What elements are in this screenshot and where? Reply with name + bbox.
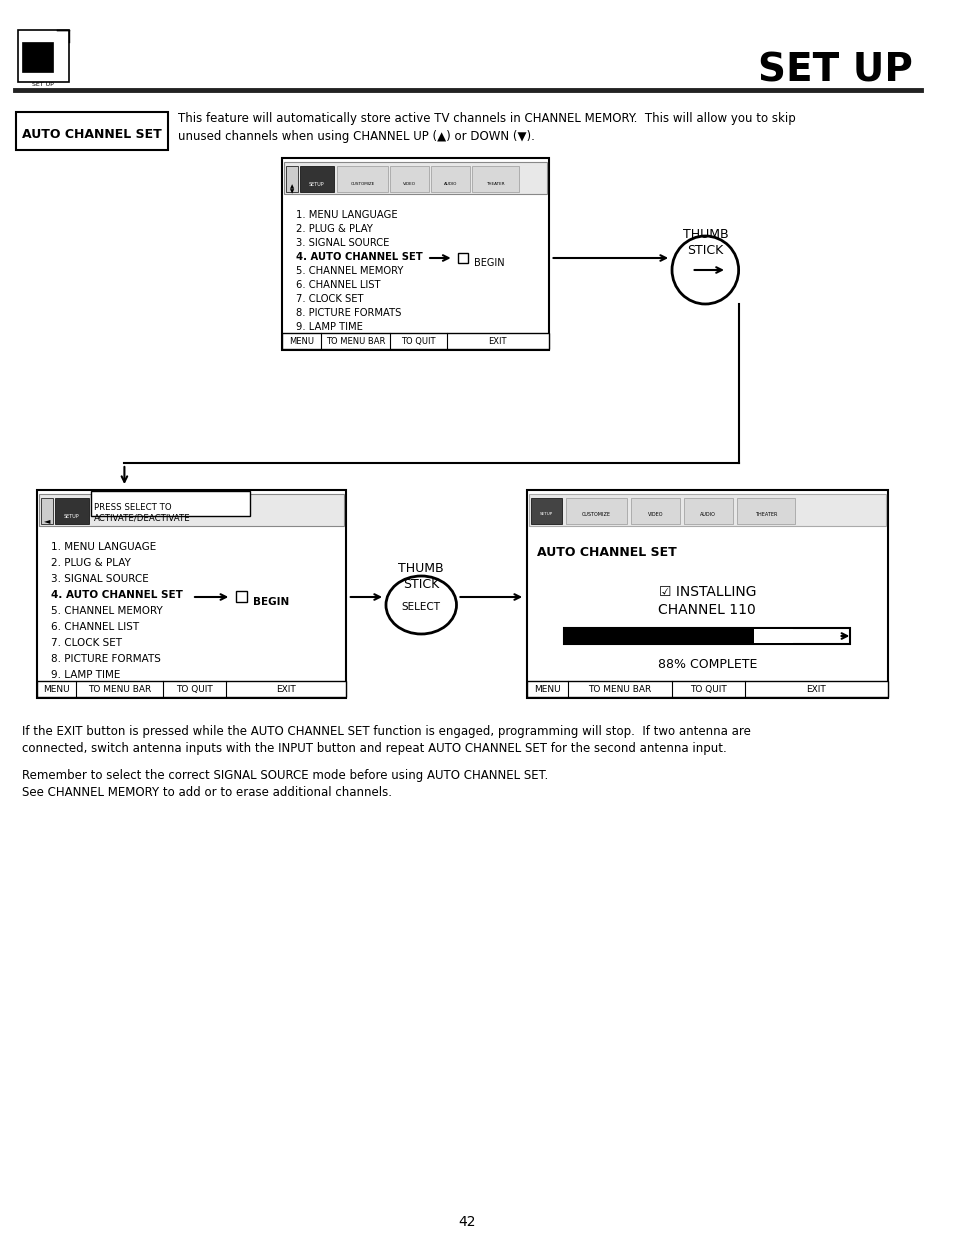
Text: EXIT: EXIT <box>488 337 506 346</box>
Text: If the EXIT button is pressed while the AUTO CHANNEL SET function is engaged, pr: If the EXIT button is pressed while the … <box>22 725 750 739</box>
Text: SETUP: SETUP <box>539 513 553 516</box>
Text: 6. CHANNEL LIST: 6. CHANNEL LIST <box>51 622 139 632</box>
Text: 5. CHANNEL MEMORY: 5. CHANNEL MEMORY <box>295 266 403 275</box>
Text: EXIT: EXIT <box>805 685 825 694</box>
FancyBboxPatch shape <box>37 680 345 697</box>
Text: 4. AUTO CHANNEL SET: 4. AUTO CHANNEL SET <box>51 590 183 600</box>
Text: 8. PICTURE FORMATS: 8. PICTURE FORMATS <box>295 308 401 317</box>
FancyBboxPatch shape <box>458 253 468 263</box>
Text: ☑ INSTALLING: ☑ INSTALLING <box>658 585 755 599</box>
Text: MENU: MENU <box>534 685 560 694</box>
Text: VIDEO: VIDEO <box>647 513 662 517</box>
Text: TO QUIT: TO QUIT <box>689 685 726 694</box>
Text: 4. AUTO CHANNEL SET: 4. AUTO CHANNEL SET <box>295 252 422 262</box>
Text: VIDEO: VIDEO <box>402 182 416 186</box>
Text: connected, switch antenna inputs with the INPUT button and repeat AUTO CHANNEL S: connected, switch antenna inputs with th… <box>22 742 725 755</box>
Text: SET UP: SET UP <box>32 82 54 86</box>
Text: CUSTOMIZE: CUSTOMIZE <box>350 182 375 186</box>
Text: 9. LAMP TIME: 9. LAMP TIME <box>51 671 120 680</box>
Text: 42: 42 <box>458 1215 476 1229</box>
Text: See CHANNEL MEMORY to add or to erase additional channels.: See CHANNEL MEMORY to add or to erase ad… <box>22 785 391 799</box>
FancyBboxPatch shape <box>528 494 884 526</box>
FancyBboxPatch shape <box>235 592 247 601</box>
FancyBboxPatch shape <box>22 42 52 72</box>
Text: This feature will automatically store active TV channels in CHANNEL MEMORY.  Thi: This feature will automatically store ac… <box>178 112 795 125</box>
Text: MENU: MENU <box>44 685 71 694</box>
Text: SETUP: SETUP <box>308 182 324 186</box>
Text: TO MENU BAR: TO MENU BAR <box>588 685 651 694</box>
Text: EXIT: EXIT <box>275 685 295 694</box>
Text: THEATER: THEATER <box>486 182 504 186</box>
FancyBboxPatch shape <box>736 498 795 524</box>
FancyBboxPatch shape <box>282 333 548 350</box>
Text: MENU: MENU <box>289 337 314 346</box>
FancyBboxPatch shape <box>282 158 548 350</box>
Text: unused channels when using CHANNEL UP (▲) or DOWN (▼).: unused channels when using CHANNEL UP (▲… <box>178 130 535 143</box>
Text: CHANNEL 110: CHANNEL 110 <box>658 603 756 618</box>
Text: SELECT: SELECT <box>401 601 440 613</box>
FancyBboxPatch shape <box>336 165 388 191</box>
FancyBboxPatch shape <box>472 165 518 191</box>
Text: AUDIO: AUDIO <box>443 182 456 186</box>
Text: THUMB
STICK: THUMB STICK <box>398 562 443 592</box>
Text: 2. PLUG & PLAY: 2. PLUG & PLAY <box>51 558 131 568</box>
FancyBboxPatch shape <box>531 498 561 524</box>
Text: TO QUIT: TO QUIT <box>400 337 436 346</box>
FancyBboxPatch shape <box>286 165 297 191</box>
Text: ◄: ◄ <box>44 516 51 525</box>
FancyBboxPatch shape <box>564 629 793 643</box>
Text: AUTO CHANNEL SET: AUTO CHANNEL SET <box>22 128 162 141</box>
Text: 5. CHANNEL MEMORY: 5. CHANNEL MEMORY <box>51 606 163 616</box>
Text: AUDIO: AUDIO <box>700 513 716 517</box>
Text: AUTO CHANNEL SET: AUTO CHANNEL SET <box>537 546 676 559</box>
Text: TO MENU BAR: TO MENU BAR <box>326 337 385 346</box>
FancyBboxPatch shape <box>526 680 886 697</box>
Text: CUSTOMIZE: CUSTOMIZE <box>581 513 611 517</box>
Text: 7. CLOCK SET: 7. CLOCK SET <box>51 638 122 648</box>
FancyBboxPatch shape <box>39 494 343 526</box>
FancyBboxPatch shape <box>683 498 732 524</box>
Text: ▲
▼: ▲ ▼ <box>290 184 294 194</box>
Text: BEGIN: BEGIN <box>253 597 289 606</box>
Text: Remember to select the correct SIGNAL SOURCE mode before using AUTO CHANNEL SET.: Remember to select the correct SIGNAL SO… <box>22 769 547 782</box>
FancyBboxPatch shape <box>754 629 793 643</box>
Text: THEATER: THEATER <box>754 513 777 517</box>
FancyBboxPatch shape <box>15 112 169 149</box>
FancyBboxPatch shape <box>563 629 849 643</box>
Text: 88% COMPLETE: 88% COMPLETE <box>657 658 756 671</box>
Text: 8. PICTURE FORMATS: 8. PICTURE FORMATS <box>51 655 161 664</box>
Text: 9. LAMP TIME: 9. LAMP TIME <box>295 322 362 332</box>
FancyBboxPatch shape <box>37 490 345 698</box>
Text: 3. SIGNAL SOURCE: 3. SIGNAL SOURCE <box>51 574 149 584</box>
FancyBboxPatch shape <box>431 165 470 191</box>
FancyBboxPatch shape <box>630 498 679 524</box>
FancyBboxPatch shape <box>299 165 334 191</box>
FancyBboxPatch shape <box>566 498 626 524</box>
Text: THUMB
STICK: THUMB STICK <box>681 228 727 257</box>
Text: TO QUIT: TO QUIT <box>175 685 213 694</box>
Text: 1. MENU LANGUAGE: 1. MENU LANGUAGE <box>51 542 156 552</box>
FancyBboxPatch shape <box>55 498 89 524</box>
Text: 2. PLUG & PLAY: 2. PLUG & PLAY <box>295 224 373 233</box>
FancyBboxPatch shape <box>91 492 250 516</box>
Text: TO MENU BAR: TO MENU BAR <box>88 685 151 694</box>
FancyBboxPatch shape <box>390 165 429 191</box>
FancyBboxPatch shape <box>41 498 52 524</box>
Text: 3. SIGNAL SOURCE: 3. SIGNAL SOURCE <box>295 238 389 248</box>
Text: 6. CHANNEL LIST: 6. CHANNEL LIST <box>295 280 380 290</box>
Text: SET UP: SET UP <box>758 52 912 90</box>
Text: 7. CLOCK SET: 7. CLOCK SET <box>295 294 363 304</box>
Text: PRESS SELECT TO
ACTIVATE/DEACTIVATE: PRESS SELECT TO ACTIVATE/DEACTIVATE <box>94 503 191 522</box>
Text: BEGIN: BEGIN <box>474 258 504 268</box>
FancyBboxPatch shape <box>284 162 546 194</box>
FancyBboxPatch shape <box>17 30 69 82</box>
Text: 1. MENU LANGUAGE: 1. MENU LANGUAGE <box>295 210 397 220</box>
Text: SETUP: SETUP <box>64 514 79 519</box>
FancyBboxPatch shape <box>526 490 886 698</box>
